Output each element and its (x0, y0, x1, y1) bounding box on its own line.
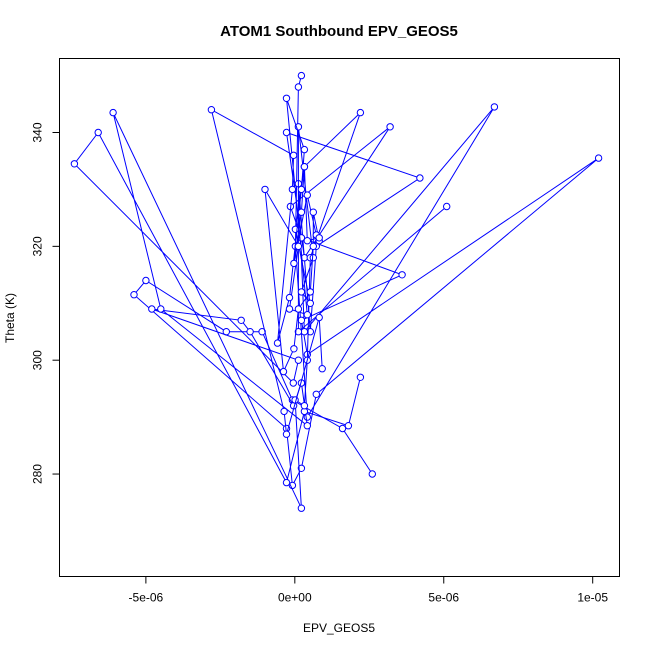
y-tick-label: 320 (31, 236, 45, 256)
plot-frame (59, 58, 620, 577)
data-point (130, 291, 138, 299)
data-point (309, 208, 317, 216)
data-point (237, 316, 245, 324)
data-point (282, 478, 291, 487)
data-point (294, 305, 303, 313)
y-tick-label: 300 (31, 350, 45, 370)
y-axis: 280 300 320 340 (31, 122, 60, 484)
data-point (344, 422, 353, 430)
data-point (288, 185, 297, 194)
data-point (282, 128, 291, 137)
data-point (300, 163, 309, 171)
x-tick-label: -5e-06 (129, 591, 164, 605)
data-point (398, 271, 406, 279)
data-point (386, 123, 394, 131)
data-point (315, 313, 323, 322)
data-point (246, 328, 254, 336)
data-point (290, 345, 298, 353)
data-point (594, 154, 603, 162)
data-point (70, 160, 79, 168)
y-tick-label: 280 (31, 464, 45, 484)
data-point (315, 234, 323, 242)
data-point (309, 242, 317, 251)
data-point (300, 402, 309, 410)
data-point (356, 108, 365, 117)
series-layer (70, 71, 603, 512)
data-point (309, 254, 317, 262)
data-point (312, 390, 320, 398)
data-point (148, 305, 156, 313)
series-1-line (133, 75, 599, 488)
data-point (300, 145, 309, 154)
data-point (318, 365, 326, 373)
chart-title: ATOM1 Southbound EPV_GEOS5 (220, 23, 458, 40)
x-tick-label: 5e-06 (428, 591, 459, 605)
data-point (297, 464, 306, 472)
data-point (279, 367, 288, 376)
data-point (290, 259, 298, 268)
data-point (338, 424, 347, 433)
data-point (356, 373, 365, 381)
data-point (303, 422, 311, 430)
data-point (416, 174, 424, 182)
data-point (300, 328, 309, 336)
data-point (443, 202, 451, 211)
y-axis-label: Theta (K) (3, 293, 17, 343)
data-point (282, 430, 291, 438)
data-point (297, 71, 306, 80)
y-tick-label: 340 (31, 122, 45, 142)
data-point (297, 185, 306, 194)
data-point (297, 504, 306, 512)
data-point (294, 356, 303, 364)
data-point (157, 305, 165, 313)
data-point (280, 407, 288, 416)
data-point (294, 83, 303, 91)
series-3-line (210, 98, 323, 435)
data-point (207, 106, 216, 114)
data-point (289, 379, 297, 387)
data-point (294, 242, 303, 251)
x-axis-label: EPV_GEOS5 (303, 621, 375, 635)
data-point (285, 293, 294, 302)
data-point (306, 299, 314, 307)
data-point (285, 305, 294, 313)
data-point (273, 339, 282, 347)
x-tick-label: 1e-05 (577, 591, 608, 605)
data-point (303, 311, 311, 319)
data-point (94, 128, 102, 137)
data-point (303, 237, 311, 245)
x-axis: -5e-06 0e+00 5e-06 1e-05 (129, 576, 608, 605)
data-point (261, 185, 269, 194)
data-point (297, 288, 306, 296)
data-point (490, 103, 499, 111)
data-point (282, 94, 291, 103)
data-point (109, 108, 117, 117)
data-point (289, 151, 298, 160)
data-point (142, 276, 150, 285)
data-point (368, 470, 376, 478)
x-tick-label: 0e+00 (278, 591, 312, 605)
data-point (297, 316, 306, 324)
data-point (294, 328, 303, 336)
data-point (303, 191, 311, 199)
data-point (297, 208, 306, 216)
data-point (306, 288, 314, 296)
